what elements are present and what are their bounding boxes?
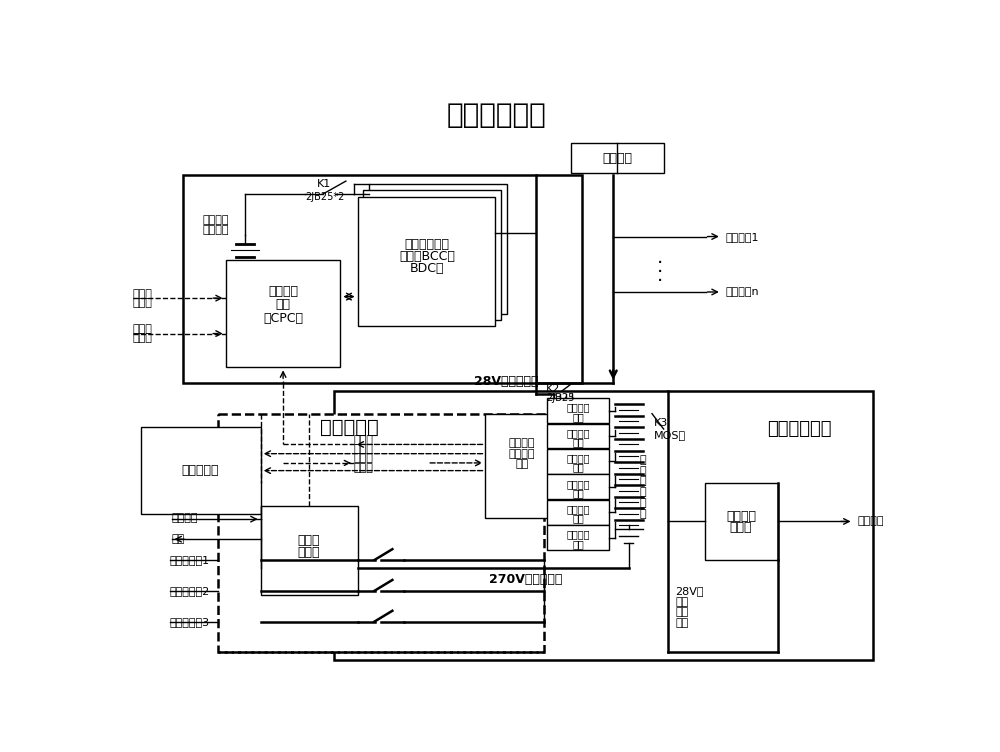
Text: 动力负载: 动力负载: [857, 517, 884, 526]
Text: 大功率负载1: 大功率负载1: [170, 555, 210, 565]
Text: 遥测: 遥测: [172, 534, 185, 544]
Text: 高压电池: 高压电池: [509, 438, 535, 448]
Bar: [363, 190, 501, 320]
Text: 测指令: 测指令: [133, 298, 153, 308]
Text: 池: 池: [639, 498, 646, 508]
Text: 平台负载1: 平台负载1: [726, 232, 759, 241]
Text: 充放电功率变: 充放电功率变: [405, 238, 450, 250]
Text: ·: ·: [657, 254, 663, 273]
Text: 有线遥: 有线遥: [354, 435, 374, 445]
Text: 母线: 母线: [675, 618, 688, 628]
Bar: [218, 414, 544, 652]
Text: 模块: 模块: [276, 298, 291, 311]
Text: 外部供电: 外部供电: [602, 151, 632, 165]
Bar: [547, 500, 609, 524]
Text: 中心控制: 中心控制: [268, 286, 298, 299]
Text: 模块: 模块: [572, 462, 584, 472]
Text: 测指令: 测指令: [354, 444, 374, 454]
Text: 组: 组: [639, 509, 646, 519]
Bar: [334, 390, 873, 660]
Text: BDC）: BDC）: [410, 262, 444, 275]
Text: 2JB25: 2JB25: [546, 393, 574, 403]
Text: 模块: 模块: [572, 538, 584, 549]
Text: ·: ·: [657, 263, 663, 282]
Text: 降压功率: 降压功率: [726, 510, 756, 523]
Text: 大功率负载3: 大功率负载3: [170, 617, 210, 626]
Text: 有线遥: 有线遥: [354, 453, 374, 463]
Text: 模块: 模块: [572, 514, 584, 523]
Bar: [358, 196, 495, 326]
Text: 控指令: 控指令: [354, 462, 374, 472]
Text: MOS管: MOS管: [654, 430, 686, 440]
Text: 高压充电: 高压充电: [567, 453, 590, 463]
Text: 有线遥: 有线遥: [133, 289, 153, 299]
Text: 大功率负载2: 大功率负载2: [170, 586, 210, 596]
Text: 高压充电: 高压充电: [567, 479, 590, 489]
Text: 高压充电: 高压充电: [567, 529, 590, 539]
Bar: [547, 423, 609, 448]
Text: 能源管理设备: 能源管理设备: [447, 101, 547, 129]
Text: 驱动控: 驱动控: [297, 534, 320, 547]
Text: 2JB25*2: 2JB25*2: [305, 192, 344, 202]
Bar: [485, 414, 559, 517]
Bar: [571, 143, 664, 174]
Text: 运载平台: 运载平台: [202, 214, 229, 225]
Text: K2: K2: [546, 384, 560, 394]
Text: 蓄: 蓄: [639, 477, 646, 487]
Text: 变换器: 变换器: [730, 521, 752, 534]
Text: 270V不调节母线: 270V不调节母线: [489, 573, 563, 586]
Text: K1: K1: [317, 179, 331, 190]
Text: 高压充电: 高压充电: [567, 504, 590, 514]
Text: 模块: 模块: [572, 412, 584, 422]
Bar: [140, 427, 261, 514]
Text: 高压配电器: 高压配电器: [320, 418, 379, 437]
Text: 动力: 动力: [675, 608, 688, 617]
Text: 压: 压: [639, 465, 646, 475]
Bar: [369, 184, 507, 314]
Text: 蓄电池组: 蓄电池组: [202, 226, 229, 235]
Bar: [547, 449, 609, 474]
Text: ·: ·: [657, 272, 663, 292]
Text: 高压充电: 高压充电: [567, 428, 590, 438]
Text: 通讯采集: 通讯采集: [509, 449, 535, 459]
Text: 高压充电: 高压充电: [567, 402, 590, 413]
Bar: [183, 175, 582, 383]
Bar: [226, 259, 340, 368]
Text: 高: 高: [639, 455, 646, 465]
Text: 28V全调节母线: 28V全调节母线: [474, 374, 538, 388]
Bar: [705, 483, 778, 560]
Text: 平台负载n: 平台负载n: [726, 287, 759, 297]
Text: K3: K3: [654, 418, 668, 428]
Text: 制电路: 制电路: [297, 546, 320, 559]
Text: 28V全: 28V全: [675, 586, 704, 596]
Bar: [547, 399, 609, 423]
Bar: [261, 506, 358, 595]
Text: 通讯收发机: 通讯收发机: [181, 464, 219, 477]
Text: （CPC）: （CPC）: [263, 311, 303, 325]
Text: 模块: 模块: [515, 459, 528, 469]
Text: 功率变换设备: 功率变换设备: [767, 420, 832, 438]
Bar: [547, 526, 609, 550]
Text: 模块: 模块: [572, 488, 584, 498]
Text: 换器（BCC、: 换器（BCC、: [399, 250, 455, 263]
Text: 遥控指令: 遥控指令: [172, 514, 198, 523]
Text: 调节: 调节: [675, 596, 688, 607]
Text: 控指令: 控指令: [133, 333, 153, 343]
Text: 电: 电: [639, 487, 646, 497]
Text: 有线遥: 有线遥: [133, 324, 153, 334]
Text: 模块: 模块: [572, 437, 584, 447]
Bar: [547, 475, 609, 499]
